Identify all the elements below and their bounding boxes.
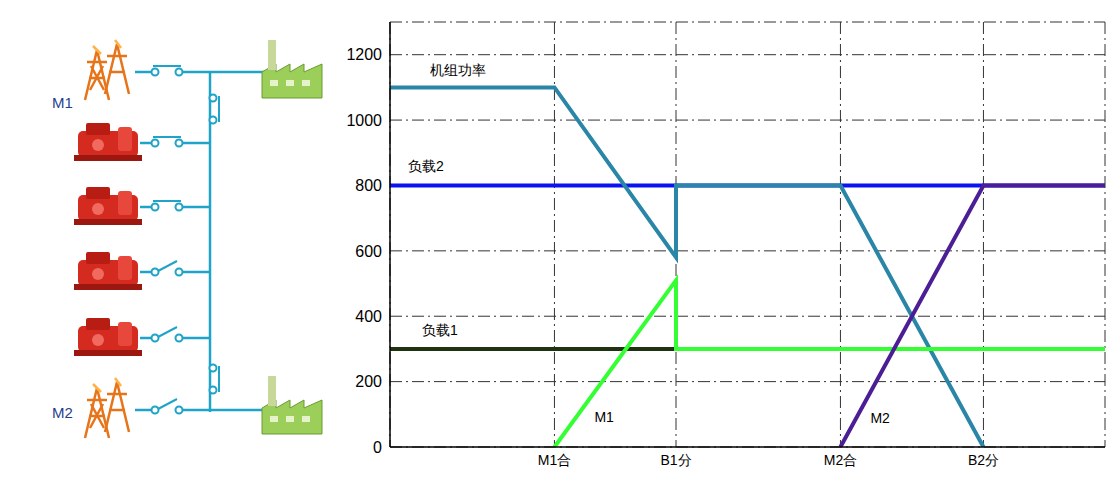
svg-text:1000: 1000 xyxy=(346,112,382,129)
svg-text:200: 200 xyxy=(355,373,382,390)
svg-text:M2: M2 xyxy=(870,410,890,426)
svg-text:负载2: 负载2 xyxy=(408,158,444,174)
svg-text:B2分: B2分 xyxy=(968,452,999,468)
svg-text:机组功率: 机组功率 xyxy=(430,62,486,78)
svg-text:600: 600 xyxy=(355,243,382,260)
svg-text:负载1: 负载1 xyxy=(422,322,458,338)
svg-text:B1分: B1分 xyxy=(660,452,691,468)
svg-text:M2: M2 xyxy=(52,404,73,421)
svg-text:M1: M1 xyxy=(594,409,614,425)
svg-text:M2合: M2合 xyxy=(824,452,857,468)
svg-text:1200: 1200 xyxy=(346,46,382,63)
svg-text:M1: M1 xyxy=(52,94,73,111)
svg-text:0: 0 xyxy=(373,439,382,456)
svg-text:M1合: M1合 xyxy=(538,452,571,468)
svg-text:400: 400 xyxy=(355,308,382,325)
svg-text:800: 800 xyxy=(355,177,382,194)
